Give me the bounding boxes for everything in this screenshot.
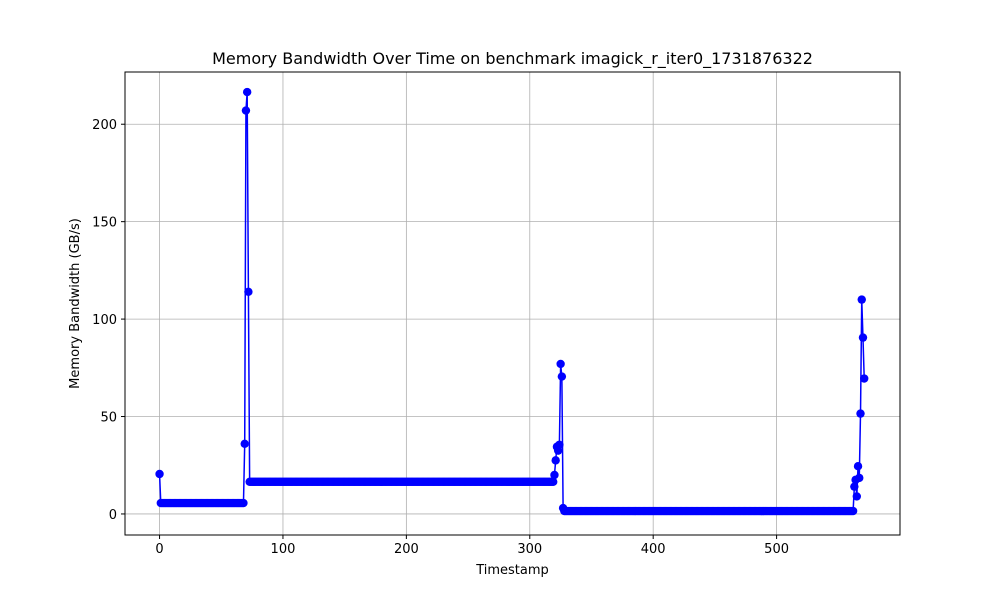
- data-point: [239, 498, 248, 508]
- y-tick-label: 0: [109, 508, 117, 523]
- data-point: [155, 469, 164, 479]
- x-tick-label: 200: [394, 542, 419, 557]
- y-tick-label: 150: [92, 216, 117, 231]
- data-point: [860, 374, 869, 383]
- data-point: [241, 106, 251, 115]
- data-point: [240, 439, 249, 448]
- data-point: [555, 440, 564, 449]
- tick-layer: 0 100 200 300 400 500 0 50 100 150 200: [92, 118, 789, 557]
- data-point: [853, 462, 863, 471]
- y-tick-label: 50: [100, 411, 117, 426]
- y-tick-label: 100: [92, 313, 117, 328]
- data-point: [556, 359, 565, 369]
- data-point: [551, 456, 560, 465]
- plot-frame: [124, 71, 901, 536]
- data-point: [549, 477, 558, 486]
- x-axis-title: Timestamp: [475, 563, 549, 578]
- x-tick-label: 300: [517, 542, 542, 557]
- data-point: [242, 87, 252, 97]
- x-tick-label: 400: [641, 542, 666, 557]
- data-point: [857, 295, 866, 304]
- y-axis-title: Memory Bandwidth (GB/s): [68, 218, 83, 389]
- data-point: [852, 492, 862, 501]
- x-tick-label: 500: [764, 542, 789, 557]
- x-tick-label: 100: [271, 542, 296, 557]
- series-layer: [155, 87, 869, 516]
- data-point: [848, 506, 858, 516]
- data-point: [550, 470, 559, 480]
- data-point: [850, 482, 859, 491]
- data-point: [557, 372, 567, 381]
- data-point: [858, 333, 868, 342]
- data-point: [856, 409, 865, 418]
- data-point: [855, 473, 864, 483]
- x-tick-label: 0: [155, 542, 163, 557]
- y-tick-label: 200: [92, 118, 117, 133]
- chart-title: Memory Bandwidth Over Time on benchmark …: [212, 49, 813, 69]
- data-point: [244, 287, 253, 297]
